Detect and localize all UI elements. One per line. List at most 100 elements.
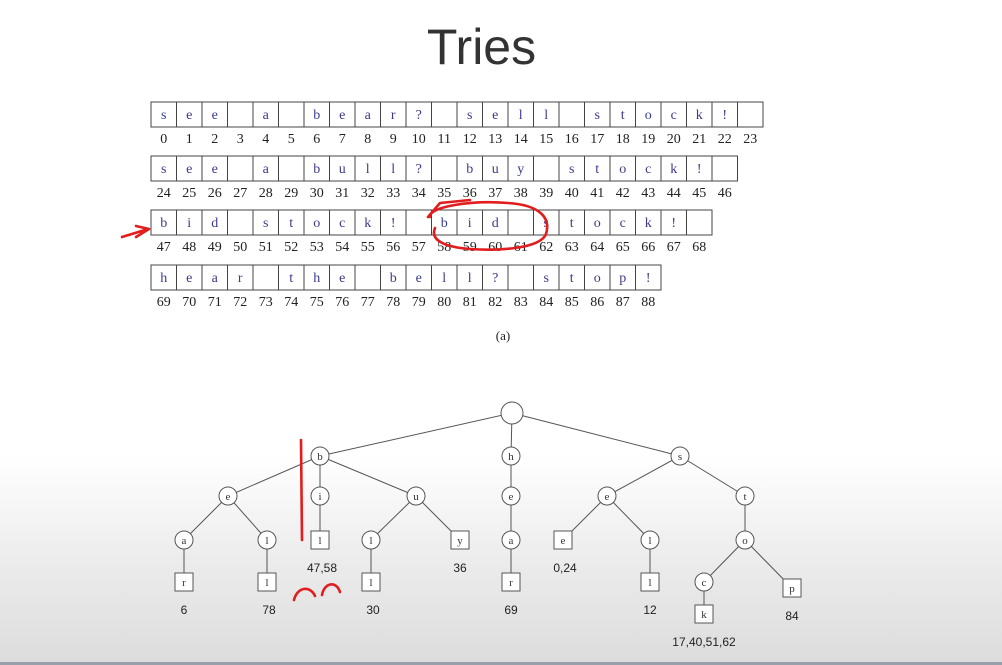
cell-char: e — [492, 108, 498, 123]
text-cell — [405, 264, 432, 291]
cell-index: 31 — [335, 186, 349, 201]
trie-edge — [370, 495, 417, 541]
cell-char: i — [468, 216, 472, 231]
cell-index: 44 — [667, 186, 681, 201]
text-cell — [405, 209, 432, 236]
text-cell — [558, 209, 585, 236]
text-cell — [533, 264, 560, 291]
cell-index: 8 — [364, 132, 371, 147]
trie-node-label: r — [509, 577, 513, 589]
text-cell — [176, 155, 203, 182]
text-cell — [278, 155, 305, 182]
cell-index: 79 — [412, 295, 426, 310]
cell-char: s — [263, 216, 268, 231]
trie-node-label: h — [508, 451, 514, 463]
cell-index: 63 — [565, 240, 579, 255]
cell-char: a — [263, 162, 270, 177]
cell-char: l — [468, 271, 472, 286]
trie-node — [174, 530, 194, 550]
cell-index: 86 — [590, 295, 604, 310]
trie-node — [218, 486, 238, 506]
text-cell — [507, 101, 534, 128]
trie-edge — [227, 455, 321, 497]
cell-char: c — [671, 108, 677, 123]
cell-char: k — [670, 162, 677, 177]
trie-node — [501, 446, 521, 466]
occurrence-list: 17,40,51,62 — [672, 635, 736, 649]
cell-index: 14 — [514, 132, 528, 147]
text-cell — [252, 155, 279, 182]
pen-stroke — [426, 198, 472, 219]
trie-node-label: k — [701, 609, 707, 621]
text-cell — [227, 155, 254, 182]
page-title: Tries — [426, 19, 537, 75]
cell-index: 21 — [692, 132, 706, 147]
cell-char: a — [212, 271, 219, 286]
text-cell — [329, 155, 356, 182]
trie-node-label: l — [369, 535, 372, 547]
cell-index: 59 — [463, 240, 477, 255]
trie-node-label: e — [605, 491, 610, 503]
trie-node — [735, 486, 755, 506]
occurrence-list: 12 — [643, 603, 657, 617]
cell-char: t — [289, 216, 293, 231]
trie-node-label: u — [413, 491, 419, 503]
text-cell — [252, 209, 279, 236]
cell-char: o — [594, 271, 601, 286]
trie-leaf — [310, 530, 330, 550]
cell-index: 33 — [386, 186, 400, 201]
cell-char: c — [645, 162, 651, 177]
cell-char: e — [186, 108, 192, 123]
text-cell — [635, 155, 662, 182]
cell-index: 10 — [412, 132, 426, 147]
text-cell — [456, 155, 483, 182]
text-cell — [533, 101, 560, 128]
cell-char: l — [366, 162, 370, 177]
trie-node — [694, 572, 714, 592]
text-cell — [584, 101, 611, 128]
cell-index: 48 — [182, 240, 196, 255]
cell-char: s — [569, 162, 574, 177]
trie-node-label: l — [648, 577, 651, 589]
trie-node-label: l — [318, 535, 321, 547]
cell-index: 58 — [437, 240, 451, 255]
cell-index: 60 — [488, 240, 502, 255]
trie-node-label: l — [265, 535, 268, 547]
cell-index: 53 — [310, 240, 324, 255]
cell-index: 87 — [616, 295, 630, 310]
trie-leaf — [553, 530, 573, 550]
trie-node — [406, 486, 426, 506]
cell-index: 0 — [160, 132, 167, 147]
trie-leaf — [361, 572, 381, 592]
cell-index: 2 — [211, 132, 218, 147]
cell-char: e — [212, 108, 218, 123]
text-cell — [380, 209, 407, 236]
text-cell — [456, 264, 483, 291]
occurrence-list: 47,58 — [307, 561, 337, 575]
cell-char: s — [595, 108, 600, 123]
cell-index: 49 — [208, 240, 222, 255]
text-cell — [686, 101, 713, 128]
cell-index: 20 — [667, 132, 681, 147]
trie-edge — [183, 495, 229, 541]
cell-char: d — [492, 216, 499, 231]
text-cell — [354, 155, 381, 182]
cell-char: k — [645, 216, 652, 231]
cell-index: 80 — [437, 295, 451, 310]
cell-index: 13 — [488, 132, 502, 147]
text-cell — [507, 209, 534, 236]
cell-index: 40 — [565, 186, 579, 201]
trie-edge — [227, 495, 268, 541]
trie-node-label: a — [182, 535, 187, 547]
cell-index: 57 — [412, 240, 426, 255]
circle-mark — [428, 201, 549, 251]
cell-char: ? — [416, 162, 422, 177]
text-cell — [711, 101, 738, 128]
trie-leaf — [694, 604, 714, 624]
text-cell — [380, 264, 407, 291]
trie-leaf — [782, 578, 802, 598]
trie-node-label: l — [648, 535, 651, 547]
cell-char: c — [620, 216, 626, 231]
cell-index: 7 — [339, 132, 346, 147]
trie-node — [640, 530, 660, 550]
